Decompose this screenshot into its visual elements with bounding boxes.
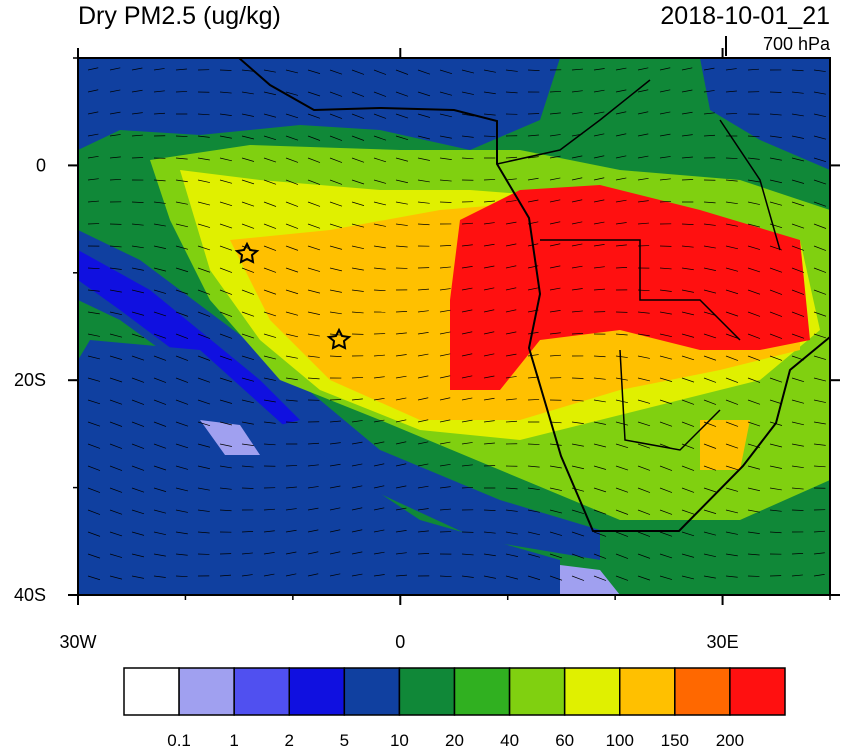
- y-tick-label: 40S: [14, 585, 46, 605]
- y-tick-label: 20S: [14, 370, 46, 390]
- colorbar-box: [510, 668, 565, 715]
- colorbar-label: 2: [285, 731, 294, 750]
- colorbar-label: 10: [390, 731, 409, 750]
- colorbar-label: 1: [229, 731, 238, 750]
- colorbar-box: [234, 668, 289, 715]
- colorbar-label: 0.1: [167, 731, 191, 750]
- x-tick-label: 30E: [707, 632, 739, 652]
- colorbar-label: 150: [661, 731, 689, 750]
- colorbar-box: [675, 668, 730, 715]
- colorbar-label: 5: [340, 731, 349, 750]
- colorbar-label: 40: [500, 731, 519, 750]
- map-level: 700 hPa: [763, 34, 831, 54]
- colorbar-box: [179, 668, 234, 715]
- colorbar-box: [730, 668, 785, 715]
- colorbar-label: 100: [606, 731, 634, 750]
- colorbar-label: 60: [555, 731, 574, 750]
- colorbar-label: 20: [445, 731, 464, 750]
- colorbar-box: [399, 668, 454, 715]
- colorbar-box: [124, 668, 179, 715]
- map-field: [78, 58, 830, 595]
- colorbar-box: [565, 668, 620, 715]
- x-tick-label: 30W: [59, 632, 96, 652]
- colorbar: 0.1 1 2 5 10 20 40 60 100 150 200: [124, 668, 785, 750]
- map-title: Dry PM2.5 (ug/kg): [78, 2, 281, 30]
- colorbar-label: 200: [716, 731, 744, 750]
- y-tick-label: 0: [36, 155, 46, 175]
- colorbar-box: [289, 668, 344, 715]
- map-time: 2018-10-01_21: [660, 2, 830, 30]
- colorbar-box: [455, 668, 510, 715]
- colorbar-box: [620, 668, 675, 715]
- colorbar-box: [344, 668, 399, 715]
- x-tick-label: 0: [395, 632, 405, 652]
